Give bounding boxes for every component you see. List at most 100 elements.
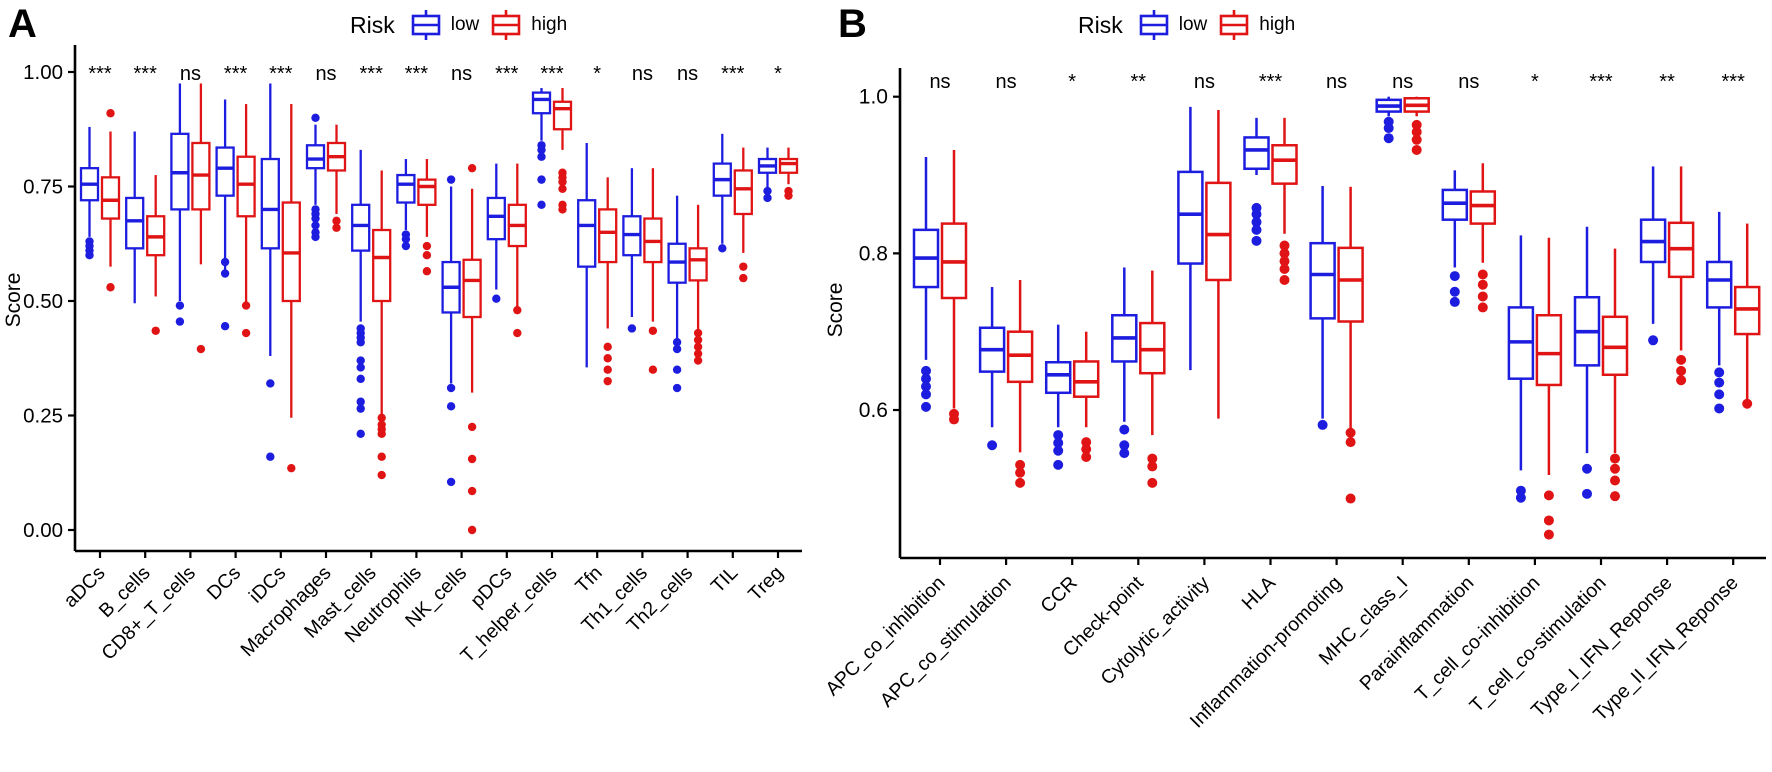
outlier-point: [603, 365, 612, 374]
box-low-T_helper_cells: [531, 88, 552, 210]
legend-item-high: high: [488, 9, 567, 41]
outlier-point: [356, 404, 365, 413]
box-low-aDCs: [79, 126, 100, 260]
outlier-point: [1515, 485, 1526, 496]
legend-title: Risk: [1078, 11, 1123, 38]
outlier-point: [332, 216, 341, 226]
box-low-Inflammation-promoting: [1309, 185, 1336, 430]
box-high-Mast_cells: [372, 170, 392, 480]
box-low-Tfn: [577, 142, 597, 368]
outlier-point: [693, 356, 703, 365]
box-low-Type_II_IFN_Reponse: [1705, 211, 1733, 414]
box-high-MHC_class_I: [1403, 96, 1430, 155]
significance-label: **: [1131, 71, 1147, 93]
legend-item-high: high: [1216, 9, 1295, 41]
x-axis-label: Parainflammation: [1355, 572, 1478, 695]
boxplot-key-high-icon: [1219, 10, 1249, 40]
box-high-aDCs: [100, 109, 121, 292]
box-high-iDCs: [281, 104, 301, 473]
box-low-Th1_cells: [622, 168, 642, 333]
box-high-HLA: [1271, 117, 1298, 285]
outlier-point: [1742, 398, 1753, 409]
box-high-Check-point: [1139, 270, 1166, 488]
box-high-DCs: [236, 104, 256, 338]
outlier-point: [1714, 403, 1725, 414]
outlier-point: [1053, 437, 1064, 448]
outlier-point: [446, 477, 456, 487]
outlier-point: [1610, 491, 1620, 502]
significance-label: ***: [1589, 71, 1613, 93]
outlier-point: [1147, 461, 1158, 472]
outlier-point: [151, 326, 160, 335]
outlier-point: [332, 223, 341, 232]
outlier-point: [1515, 492, 1526, 503]
box-low-Mast_cells: [351, 149, 371, 439]
box-high-APC_co_inhibition: [940, 149, 968, 425]
outlier-point: [921, 365, 931, 376]
outlier-point: [1582, 488, 1592, 499]
outlier-point: [356, 374, 365, 384]
significance-label: ***: [360, 63, 384, 85]
outlier-point: [558, 184, 567, 193]
outlier-point: [220, 257, 230, 267]
legend-title: Risk: [350, 11, 395, 38]
outlier-point: [1119, 448, 1130, 459]
panel-a-legend: Risk low high: [350, 7, 567, 43]
outlier-point: [220, 321, 230, 331]
outlier-point: [492, 294, 501, 303]
box-low-CCR: [1044, 324, 1072, 470]
outlier-point: [467, 454, 477, 464]
outlier-point: [603, 354, 612, 363]
x-axis-label: APC_co_inhibition: [821, 572, 949, 700]
outlier-point: [1279, 240, 1290, 251]
significance-label: *: [1531, 71, 1539, 93]
outlier-point: [1676, 354, 1687, 365]
outlier-point: [1147, 453, 1158, 464]
boxplot-key-low-icon: [1139, 10, 1169, 40]
significance-label: ns: [180, 63, 201, 85]
box-high-CD8+_T_cells: [191, 83, 211, 354]
box-low-Cytolytic_activity: [1177, 106, 1204, 371]
box-low-T_cell_co-stimulation: [1573, 226, 1601, 499]
outlier-point: [1477, 279, 1488, 290]
box-high-T_cell_co-stimulation: [1601, 248, 1629, 502]
significance-label: ***: [88, 63, 112, 85]
outlier-point: [377, 470, 386, 480]
box-low-TIL: [712, 133, 732, 253]
outlier-point: [1251, 235, 1262, 246]
significance-label: **: [1659, 71, 1675, 93]
significance-label: *: [1068, 71, 1076, 93]
box-high-Macrophages: [326, 124, 347, 232]
panel-a-letter: A: [8, 2, 37, 46]
significance-label: ***: [405, 63, 429, 85]
outlier-point: [1477, 302, 1488, 313]
outlier-point: [1648, 335, 1659, 346]
outlier-point: [693, 335, 703, 345]
outlier-point: [356, 429, 365, 439]
outlier-point: [266, 452, 275, 461]
legend-label-high: high: [531, 14, 568, 35]
y-tick-label: 0.50: [23, 290, 63, 313]
x-axis-label: APC_co_stimulation: [876, 572, 1016, 712]
outlier-point: [377, 413, 386, 422]
outlier-point: [1449, 271, 1460, 282]
outlier-point: [693, 328, 703, 338]
outlier-point: [1714, 377, 1725, 388]
outlier-point: [356, 397, 365, 406]
outlier-point: [1147, 477, 1158, 488]
box-high-Type_I_IFN_Reponse: [1667, 166, 1695, 386]
x-axis-label: T_cell_co-inhibition: [1411, 572, 1545, 706]
outlier-point: [1279, 248, 1290, 259]
significance-label: ns: [677, 63, 698, 85]
panel-b-letter: B: [838, 2, 867, 46]
outlier-point: [446, 402, 456, 411]
outlier-point: [1676, 375, 1687, 386]
outlier-point: [1251, 209, 1262, 220]
significance-label: ***: [495, 63, 519, 85]
box-high-T_helper_cells: [552, 88, 573, 214]
outlier-point: [241, 328, 251, 338]
x-axis-label: Treg: [744, 562, 787, 605]
box-low-MHC_class_I: [1375, 96, 1402, 144]
box-low-iDCs: [260, 83, 280, 461]
